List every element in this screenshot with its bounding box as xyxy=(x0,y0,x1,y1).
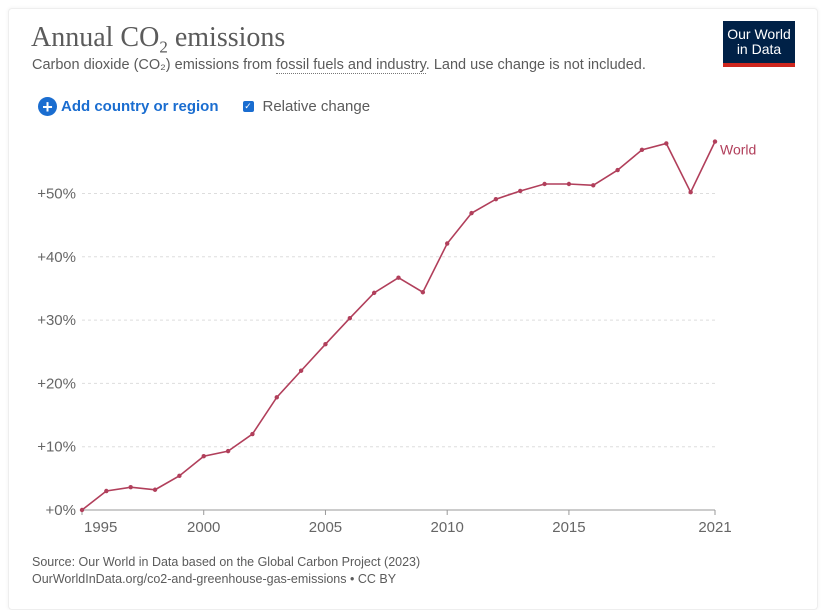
data-point xyxy=(712,139,718,144)
data-point xyxy=(420,290,426,295)
data-point xyxy=(177,473,182,479)
data-point xyxy=(542,181,547,187)
data-point xyxy=(225,448,231,454)
chart-footer: Source: Our World in Data based on the G… xyxy=(32,554,420,588)
source-text: Source: Our World in Data based on the G… xyxy=(32,555,421,569)
data-point xyxy=(371,290,377,296)
y-tick-label: +40% xyxy=(37,249,76,266)
checkbox-checked-icon[interactable]: ✓ xyxy=(242,101,254,112)
data-point xyxy=(104,488,109,494)
logo-line-1: Our World xyxy=(727,26,791,42)
data-point xyxy=(566,181,572,187)
y-tick-label: +0% xyxy=(46,502,76,519)
title-subscript: 2 xyxy=(159,37,168,57)
data-point xyxy=(688,190,693,195)
series-label: World xyxy=(720,142,756,158)
y-tick-label: +50% xyxy=(37,186,76,203)
data-point xyxy=(615,167,620,173)
data-point xyxy=(323,341,328,347)
data-point xyxy=(274,395,279,400)
chart-controls: + Add country or region ✓ Relative change xyxy=(38,97,370,116)
subtitle-text-end: . Land use change is not included. xyxy=(425,57,646,73)
data-point xyxy=(128,485,133,490)
plus-circle-icon: + xyxy=(38,97,57,116)
series-line-world xyxy=(81,141,716,511)
owid-logo[interactable]: Our World in Data xyxy=(723,21,795,67)
x-tick-label: 2005 xyxy=(309,519,342,536)
x-tick-label: 2015 xyxy=(552,519,585,536)
data-point xyxy=(664,141,669,146)
data-point xyxy=(201,453,206,459)
add-country-label: Add country or region xyxy=(61,98,219,115)
chart-title: Annual CO2 emissions xyxy=(31,22,285,58)
data-point xyxy=(347,316,353,321)
x-tick-label: 2010 xyxy=(431,519,464,536)
data-point xyxy=(518,188,523,194)
data-point xyxy=(469,210,474,216)
data-point xyxy=(493,196,499,202)
title-text-end: emissions xyxy=(167,22,286,53)
logo-line-2: in Data xyxy=(736,41,782,57)
y-tick-label: +10% xyxy=(37,439,76,456)
title-text: Annual CO xyxy=(31,22,160,53)
y-tick-label: +20% xyxy=(37,375,76,392)
data-point xyxy=(639,147,645,153)
data-point xyxy=(152,487,158,492)
data-point xyxy=(444,241,450,246)
source-url[interactable]: OurWorldInData.org/co2-and-greenhouse-ga… xyxy=(32,572,397,586)
data-point xyxy=(396,275,401,280)
fossil-fuels-link[interactable]: fossil fuels and industry xyxy=(276,57,426,74)
data-point xyxy=(591,183,596,188)
x-tick-label: 2000 xyxy=(187,519,220,536)
relative-change-toggle[interactable]: ✓ Relative change xyxy=(242,98,371,115)
x-tick-label: 2021 xyxy=(698,519,731,536)
data-point xyxy=(250,431,255,437)
data-point xyxy=(298,368,304,373)
add-country-button[interactable]: + Add country or region xyxy=(38,97,219,116)
chart-subtitle: Carbon dioxide (CO₂) emissions from foss… xyxy=(32,57,646,74)
x-tick-label: 1995 xyxy=(84,519,117,536)
subtitle-text: Carbon dioxide (CO₂) emissions from xyxy=(32,57,277,73)
y-tick-label: +30% xyxy=(37,312,76,329)
relative-change-label: Relative change xyxy=(262,98,371,115)
data-point xyxy=(79,507,85,513)
